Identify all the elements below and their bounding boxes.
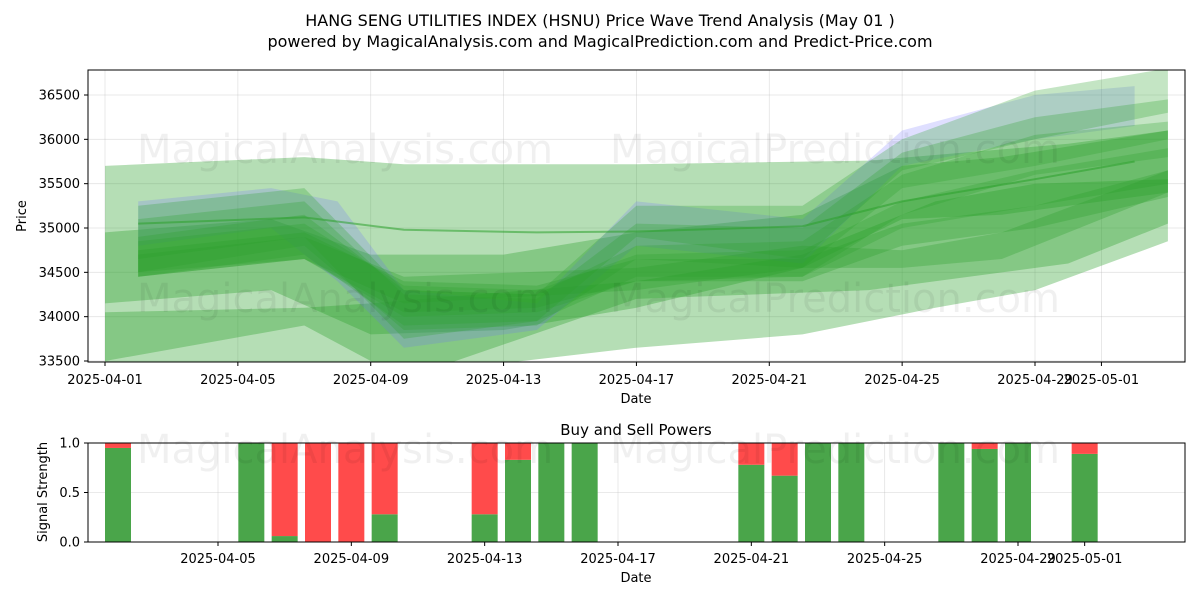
signal-plot-area <box>88 443 1185 542</box>
price-band-3 <box>138 86 1135 348</box>
sell-bar <box>271 443 298 537</box>
buy-bar <box>571 443 598 542</box>
price-y-tick-label: 36500 <box>39 89 80 104</box>
price-watermarks: MagicalAnalysis.com MagicalPrediction.com… <box>137 127 1060 322</box>
price-watermark: MagicalPrediction.com <box>610 276 1060 322</box>
price-x-tick-label: 2025-04-01 <box>67 373 143 388</box>
sell-bar <box>505 443 531 460</box>
sell-bar <box>305 443 331 542</box>
buy-bar <box>971 448 998 542</box>
buy-bar <box>371 514 398 542</box>
price-y-tick-label: 35500 <box>39 177 80 192</box>
price-y-tick-label: 33500 <box>39 355 80 370</box>
signal-x-tick-label: 2025-04-05 <box>180 552 256 567</box>
price-y-tick-label: 36000 <box>39 133 80 148</box>
price-x-tick-label: 2025-04-09 <box>333 373 409 388</box>
price-band-0 <box>105 130 1168 362</box>
price-ticks: 2025-04-01 2025-04-05 2025-04-09 2025-04-13… <box>39 89 1140 389</box>
buy-bar <box>805 443 831 542</box>
buy-bar <box>271 536 298 542</box>
sell-bar <box>105 443 131 448</box>
signal-x-tick-label: 2025-04-09 <box>314 552 390 567</box>
price-watermark: MagicalAnalysis.com <box>137 276 553 322</box>
price-chart: MagicalAnalysis.com MagicalPrediction.com… <box>15 69 1186 407</box>
price-x-tick-label: 2025-04-17 <box>599 373 675 388</box>
price-band-9 <box>138 170 1168 304</box>
signal-x-tick-label: 2025-04-29 <box>980 552 1056 567</box>
price-band-4 <box>138 70 1168 339</box>
price-band-6 <box>138 121 1168 326</box>
price-plot-area <box>88 70 1185 362</box>
signal-watermarks: MagicalAnalysis.com MagicalPrediction.com <box>137 427 1060 473</box>
signal-x-tick-label: 2025-05-01 <box>1047 552 1123 567</box>
price-trend-line-0 <box>138 160 1135 234</box>
signal-y-tick-label: 1.0 <box>59 437 80 452</box>
buy-bar <box>838 443 865 542</box>
price-x-tick-label: 2025-04-29 <box>997 373 1073 388</box>
sell-bar <box>471 443 498 515</box>
price-x-tick-label: 2025-04-21 <box>732 373 808 388</box>
buy-bar <box>471 514 498 542</box>
chart-subtitle: powered by MagicalAnalysis.com and Magic… <box>267 32 932 51</box>
sell-bar <box>371 443 398 515</box>
price-watermark: MagicalAnalysis.com <box>137 127 553 173</box>
signal-bars <box>105 443 1098 542</box>
price-x-tick-label: 2025-04-05 <box>200 373 276 388</box>
signal-x-tick-label: 2025-04-25 <box>847 552 923 567</box>
signal-watermark: MagicalAnalysis.com <box>137 427 553 473</box>
price-watermark: MagicalPrediction.com <box>610 127 1060 173</box>
signal-y-label: Signal Strength <box>36 442 51 542</box>
buy-bar <box>505 459 531 542</box>
buy-bar <box>938 443 965 542</box>
signal-x-label: Date <box>620 571 651 586</box>
price-x-tick-label: 2025-04-25 <box>864 373 940 388</box>
signal-x-tick-label: 2025-04-13 <box>447 552 523 567</box>
signal-x-tick-label: 2025-04-17 <box>580 552 656 567</box>
buy-bar <box>771 475 798 542</box>
price-y-tick-label: 34000 <box>39 310 80 325</box>
chart-title: HANG SENG UTILITIES INDEX (HSNU) Price W… <box>305 11 895 30</box>
price-y-tick-label: 35000 <box>39 222 80 237</box>
signal-ticks: 2025-04-05 2025-04-09 2025-04-13 2025-04-17… <box>59 437 1122 568</box>
price-x-tick-label: 2025-05-01 <box>1064 373 1140 388</box>
signal-y-tick-label: 0.5 <box>59 486 80 501</box>
price-band-2 <box>105 179 1168 362</box>
signal-chart: Buy and Sell Powers MagicalAnalysis.com M… <box>36 421 1186 586</box>
signal-title: Buy and Sell Powers <box>560 421 712 439</box>
buy-bar <box>538 443 565 542</box>
buy-bar <box>105 447 131 542</box>
price-grid <box>88 70 1185 362</box>
price-x-label: Date <box>620 392 651 407</box>
sell-bar <box>338 443 365 542</box>
price-band-5 <box>138 99 1168 331</box>
signal-x-tick-label: 2025-04-21 <box>714 552 790 567</box>
signal-y-tick-label: 0.0 <box>59 536 80 551</box>
price-bands <box>105 70 1168 362</box>
sell-bar <box>738 443 765 465</box>
buy-bar <box>738 464 765 542</box>
price-y-label: Price <box>15 200 30 232</box>
buy-bar <box>238 443 265 542</box>
sell-bar <box>1071 443 1098 454</box>
sell-bar <box>771 443 798 476</box>
buy-bar <box>1071 453 1098 542</box>
buy-bar <box>1005 443 1031 542</box>
price-x-tick-label: 2025-04-13 <box>466 373 542 388</box>
price-y-tick-label: 34500 <box>39 266 80 281</box>
sell-bar <box>971 443 998 449</box>
signal-watermark: MagicalPrediction.com <box>610 427 1060 473</box>
